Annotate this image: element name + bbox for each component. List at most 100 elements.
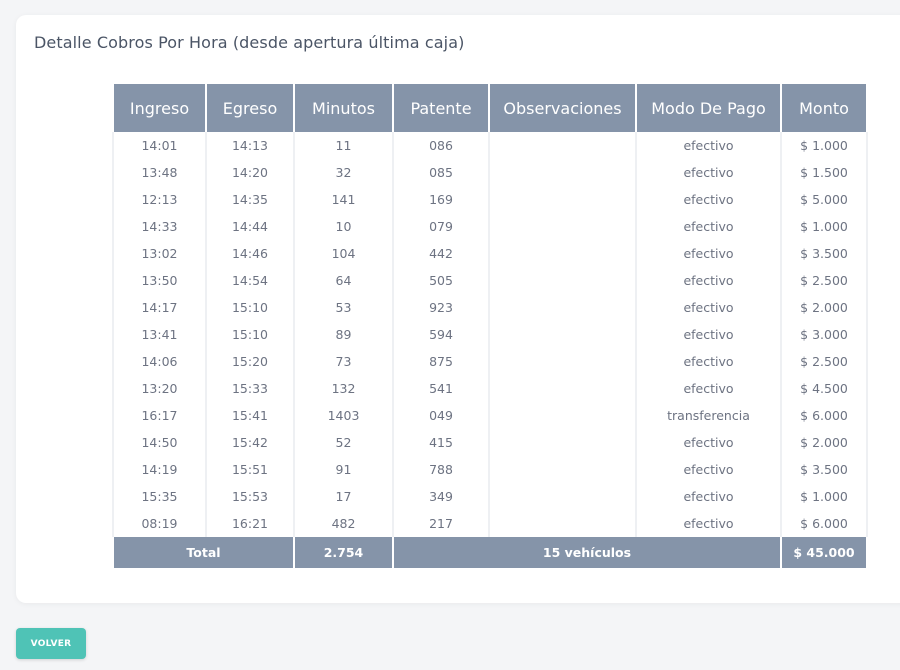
table-cell — [488, 213, 637, 240]
table-cell: transferencia — [635, 402, 782, 429]
table-cell: $ 2.500 — [780, 348, 868, 375]
table-cell: 14:33 — [112, 213, 207, 240]
table-cell: 89 — [293, 321, 394, 348]
table-cell: 13:20 — [112, 375, 207, 402]
table-cell: 16:21 — [205, 510, 295, 537]
table-cell: efectivo — [635, 348, 782, 375]
table-cell: $ 5.000 — [780, 186, 868, 213]
table-cell: efectivo — [635, 294, 782, 321]
table-cell: 64 — [293, 267, 394, 294]
table-cell: $ 2.000 — [780, 429, 868, 456]
table-cell — [488, 510, 637, 537]
column-header-egreso: Egreso — [205, 84, 295, 132]
table-cell: efectivo — [635, 240, 782, 267]
table-row: 14:06 15:20 73 875 efectivo $ 2.500 — [112, 348, 868, 375]
table-cell — [488, 321, 637, 348]
table-cell: 15:10 — [205, 321, 295, 348]
table-cell: 482 — [293, 510, 394, 537]
table-cell: 594 — [392, 321, 490, 348]
table-cell: efectivo — [635, 132, 782, 159]
table-cell — [488, 294, 637, 321]
footer-minutes-total: 2.754 — [293, 537, 394, 568]
table-cell: $ 3.500 — [780, 456, 868, 483]
column-header-monto: Monto — [780, 84, 868, 132]
detail-card: Detalle Cobros Por Hora (desde apertura … — [16, 15, 900, 603]
table-cell: 14:44 — [205, 213, 295, 240]
table-cell: 14:13 — [205, 132, 295, 159]
column-header-patente: Patente — [392, 84, 490, 132]
back-button[interactable]: VOLVER — [16, 628, 86, 659]
table-cell: efectivo — [635, 213, 782, 240]
table-row: 13:50 14:54 64 505 efectivo $ 2.500 — [112, 267, 868, 294]
table-cell: 13:50 — [112, 267, 207, 294]
column-header-observaciones: Observaciones — [488, 84, 637, 132]
table-cell: 14:06 — [112, 348, 207, 375]
table-cell: $ 1.000 — [780, 132, 868, 159]
table-cell: 13:02 — [112, 240, 207, 267]
table-cell: 15:20 — [205, 348, 295, 375]
table-body: 14:01 14:13 11 086 efectivo $ 1.000 13:48 14:20… — [112, 132, 868, 537]
table-cell: efectivo — [635, 483, 782, 510]
footer-amount-total: $ 45.000 — [780, 537, 868, 568]
table-cell: 12:13 — [112, 186, 207, 213]
table-cell — [488, 348, 637, 375]
table-cell: 13:41 — [112, 321, 207, 348]
table-cell: 15:51 — [205, 456, 295, 483]
table-cell — [488, 402, 637, 429]
table-cell: 10 — [293, 213, 394, 240]
table-cell: 14:19 — [112, 456, 207, 483]
table-cell: 11 — [293, 132, 394, 159]
table-header-row: Ingreso Egreso Minutos Patente Observaciones… — [112, 84, 868, 132]
table-cell: efectivo — [635, 186, 782, 213]
table-cell: 086 — [392, 132, 490, 159]
table-cell: efectivo — [635, 159, 782, 186]
table-row: 13:02 14:46 104 442 efectivo $ 3.500 — [112, 240, 868, 267]
card-title: Detalle Cobros Por Hora (desde apertura … — [34, 33, 465, 52]
table-cell — [488, 375, 637, 402]
table-cell: 73 — [293, 348, 394, 375]
table-cell: 349 — [392, 483, 490, 510]
table-cell: 169 — [392, 186, 490, 213]
table-cell: 15:33 — [205, 375, 295, 402]
table-cell — [488, 132, 637, 159]
table-cell — [488, 483, 637, 510]
table-cell: 085 — [392, 159, 490, 186]
table-cell: $ 1.500 — [780, 159, 868, 186]
table-cell: 15:10 — [205, 294, 295, 321]
table-cell: 17 — [293, 483, 394, 510]
table-cell: $ 6.000 — [780, 510, 868, 537]
table-cell: 91 — [293, 456, 394, 483]
table-cell: 788 — [392, 456, 490, 483]
table-cell: 14:54 — [205, 267, 295, 294]
column-header-modo-de-pago: Modo De Pago — [635, 84, 782, 132]
table-cell — [488, 267, 637, 294]
table-cell: $ 4.500 — [780, 375, 868, 402]
table-cell: 875 — [392, 348, 490, 375]
table-cell: 923 — [392, 294, 490, 321]
table-row: 14:50 15:42 52 415 efectivo $ 2.000 — [112, 429, 868, 456]
table-cell: 415 — [392, 429, 490, 456]
table-cell: efectivo — [635, 510, 782, 537]
table-row: 15:35 15:53 17 349 efectivo $ 1.000 — [112, 483, 868, 510]
table-cell: 14:50 — [112, 429, 207, 456]
table-row: 08:19 16:21 482 217 efectivo $ 6.000 — [112, 510, 868, 537]
table-cell: $ 2.500 — [780, 267, 868, 294]
table-cell: 505 — [392, 267, 490, 294]
table-row: 14:33 14:44 10 079 efectivo $ 1.000 — [112, 213, 868, 240]
table-row: 14:19 15:51 91 788 efectivo $ 3.500 — [112, 456, 868, 483]
column-header-minutos: Minutos — [293, 84, 394, 132]
table-cell: 15:35 — [112, 483, 207, 510]
footer-total-label: Total — [112, 537, 295, 568]
table-cell: 15:42 — [205, 429, 295, 456]
table-cell: 141 — [293, 186, 394, 213]
table-cell: 14:17 — [112, 294, 207, 321]
table-cell: 14:01 — [112, 132, 207, 159]
table-cell: 104 — [293, 240, 394, 267]
table-cell — [488, 429, 637, 456]
table-cell: 049 — [392, 402, 490, 429]
table-cell — [488, 456, 637, 483]
table-row: 14:01 14:13 11 086 efectivo $ 1.000 — [112, 132, 868, 159]
table-cell: efectivo — [635, 267, 782, 294]
hourly-charges-table: Ingreso Egreso Minutos Patente Observaciones… — [112, 84, 868, 568]
table-cell: efectivo — [635, 321, 782, 348]
